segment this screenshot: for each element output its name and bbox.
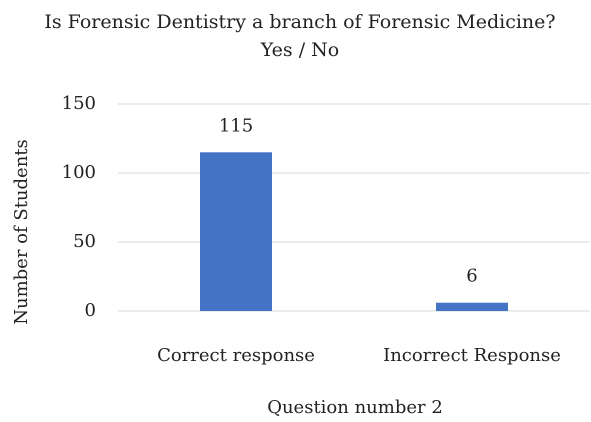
bar (436, 302, 508, 311)
value-label: 115 (219, 115, 253, 136)
x-tick-label: Incorrect Response (383, 345, 561, 366)
bar (200, 152, 272, 311)
value-label: 6 (466, 266, 477, 287)
chart-title: Is Forensic Dentistry a branch of Forens… (44, 11, 556, 61)
y-axis-label: Number of Students (11, 139, 32, 325)
x-axis-label: Question number 2 (267, 397, 443, 418)
y-tick-label: 50 (73, 231, 96, 252)
y-tick-label: 150 (62, 93, 96, 114)
y-tick-label: 100 (62, 162, 96, 183)
x-tick-label: Correct response (157, 345, 315, 366)
y-tick-label: 0 (85, 300, 96, 321)
